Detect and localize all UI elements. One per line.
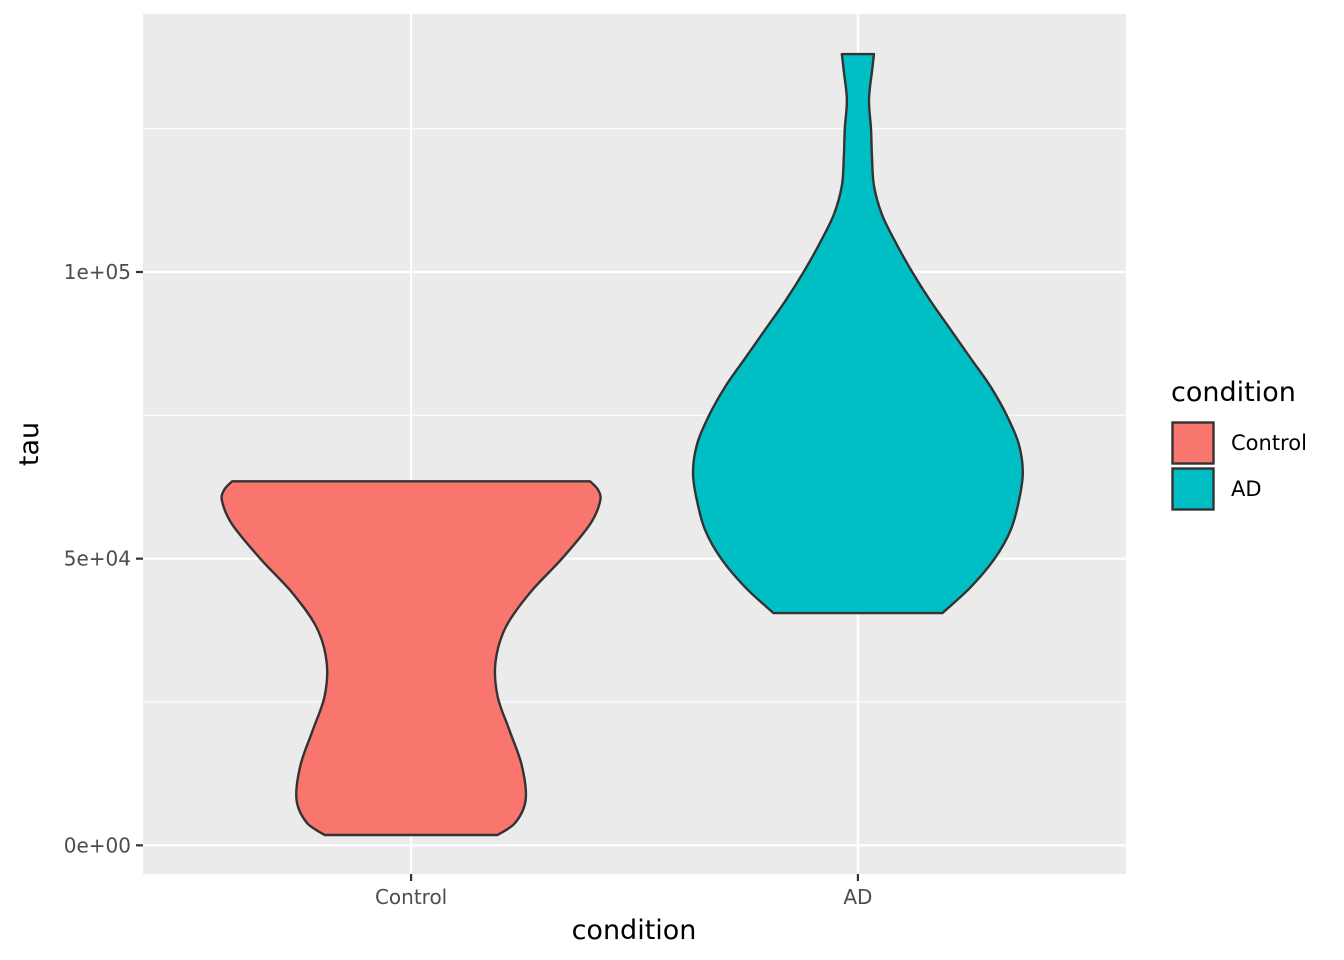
x-tick-label: AD <box>843 885 872 909</box>
y-axis-title: tau <box>14 422 45 466</box>
y-tick-label: 5e+04 <box>64 547 131 571</box>
x-tick-label: Control <box>375 885 447 909</box>
legend-label: Control <box>1231 431 1307 455</box>
legend: condition Control AD <box>1171 377 1307 511</box>
violin-control <box>220 480 602 837</box>
legend-key-control <box>1171 421 1215 465</box>
legend-label: AD <box>1231 477 1262 501</box>
legend-key-ad <box>1171 467 1215 511</box>
y-axis: 0e+00 5e+04 1e+05 <box>64 260 143 857</box>
violins <box>220 52 1024 837</box>
y-tick-label: 1e+05 <box>64 260 131 284</box>
x-axis-title: condition <box>572 915 697 946</box>
legend-title: condition <box>1171 377 1296 408</box>
y-tick-label: 0e+00 <box>64 833 131 857</box>
x-axis: Control AD <box>375 874 872 909</box>
violin-ad <box>691 52 1024 615</box>
